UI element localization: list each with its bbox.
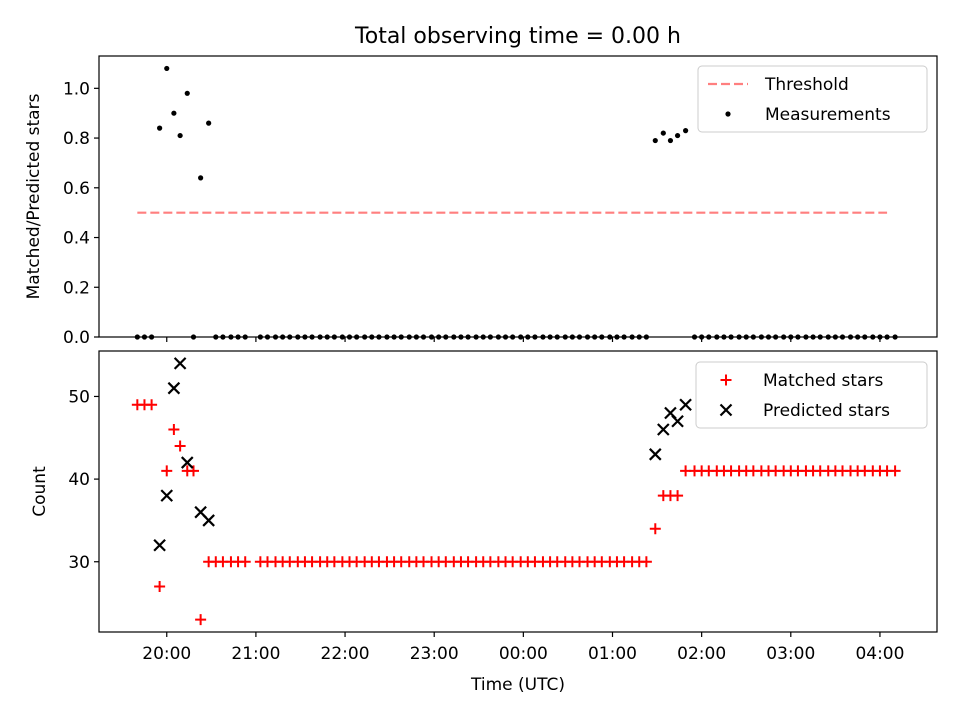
x-tick-label: 00:00 — [499, 644, 548, 664]
y-tick-label: 40 — [68, 470, 90, 490]
measurement-point — [164, 65, 170, 72]
matched-star-point — [154, 581, 166, 593]
y-axis-label: Matched/Predicted stars — [24, 93, 44, 299]
y-tick-label: 0.8 — [63, 129, 90, 149]
matched-star-point — [161, 465, 173, 477]
y-axis-label: Count — [30, 466, 50, 517]
matched-star-point — [195, 614, 207, 626]
predicted-star-point — [160, 489, 174, 502]
predicted-star-point — [657, 423, 670, 436]
x-tick-label: 02:00 — [677, 644, 726, 664]
matched-star-point — [889, 465, 901, 477]
measurement-point — [198, 175, 204, 181]
axes-frame — [98, 350, 938, 633]
predicted-star-point — [649, 448, 662, 461]
matched-star-point — [649, 523, 661, 535]
predicted-star-point — [180, 456, 194, 469]
y-tick-label: 30 — [68, 553, 90, 573]
predicted-star-point — [173, 357, 187, 370]
legend-box — [695, 361, 928, 429]
legend-measurement-swatch — [725, 111, 731, 117]
predicted-star-point — [153, 538, 166, 552]
x-tick-label: 21:00 — [231, 644, 280, 664]
measurement-point — [674, 132, 681, 139]
matched-star-point — [168, 424, 180, 436]
measurement-point — [177, 132, 183, 139]
legend-label: Threshold — [764, 75, 849, 95]
measurement-point — [667, 137, 674, 144]
x-tick-label: 23:00 — [410, 644, 459, 664]
x-tick-label: 20:00 — [142, 644, 191, 664]
measurement-point — [683, 128, 689, 134]
predicted-star-point — [671, 414, 684, 428]
x-tick-label: 03:00 — [766, 644, 815, 664]
measurement-point — [652, 137, 658, 144]
y-tick-label: 0.2 — [63, 278, 90, 298]
matched-star-point — [146, 399, 158, 411]
legend-matched-swatch — [720, 374, 732, 386]
y-tick-label: 1.0 — [63, 79, 90, 99]
y-tick-label: 0.4 — [63, 229, 90, 249]
top-panel: 0.0 0.2 0.4 0.6 0.8 1.0 Matched/Predicted star… — [24, 55, 938, 348]
legend-label: Matched stars — [763, 371, 883, 391]
measurement-point — [184, 90, 190, 96]
legend: Matched stars Predicted stars — [695, 361, 928, 429]
matched-star-point — [640, 556, 652, 568]
axes-frame — [98, 55, 938, 338]
x-axis-label: Time (UTC) — [470, 675, 565, 695]
measurement-point — [157, 125, 163, 131]
legend: Threshold Measurements — [697, 65, 928, 133]
bottom-panel: 20:00 21:00 22:00 23:00 00:00 01:00 02:00 03:00… — [30, 350, 938, 695]
x-tick-label: 04:00 — [855, 644, 904, 664]
legend-predicted-swatch — [719, 403, 733, 417]
x-tick-label: 22:00 — [321, 644, 370, 664]
measurement-point — [206, 120, 212, 126]
legend-box — [697, 65, 928, 133]
x-tick-label: 01:00 — [588, 644, 637, 664]
measurement-point — [171, 110, 177, 116]
matched-star-point — [239, 556, 251, 568]
predicted-star-point — [679, 398, 692, 411]
matched-star-point — [174, 440, 186, 452]
matched-star-point — [187, 465, 199, 477]
legend-label: Measurements — [765, 105, 891, 125]
matched-star-point — [672, 490, 684, 502]
predicted-star-point — [167, 381, 181, 395]
legend-label: Predicted stars — [763, 401, 890, 421]
y-tick-label: 0.0 — [63, 328, 90, 348]
chart-title: Total observing time = 0.00 h — [354, 24, 681, 49]
y-tick-label: 0.6 — [63, 179, 90, 199]
y-tick-label: 50 — [68, 387, 90, 407]
measurement-point — [660, 130, 666, 136]
predicted-star-point — [202, 514, 215, 527]
